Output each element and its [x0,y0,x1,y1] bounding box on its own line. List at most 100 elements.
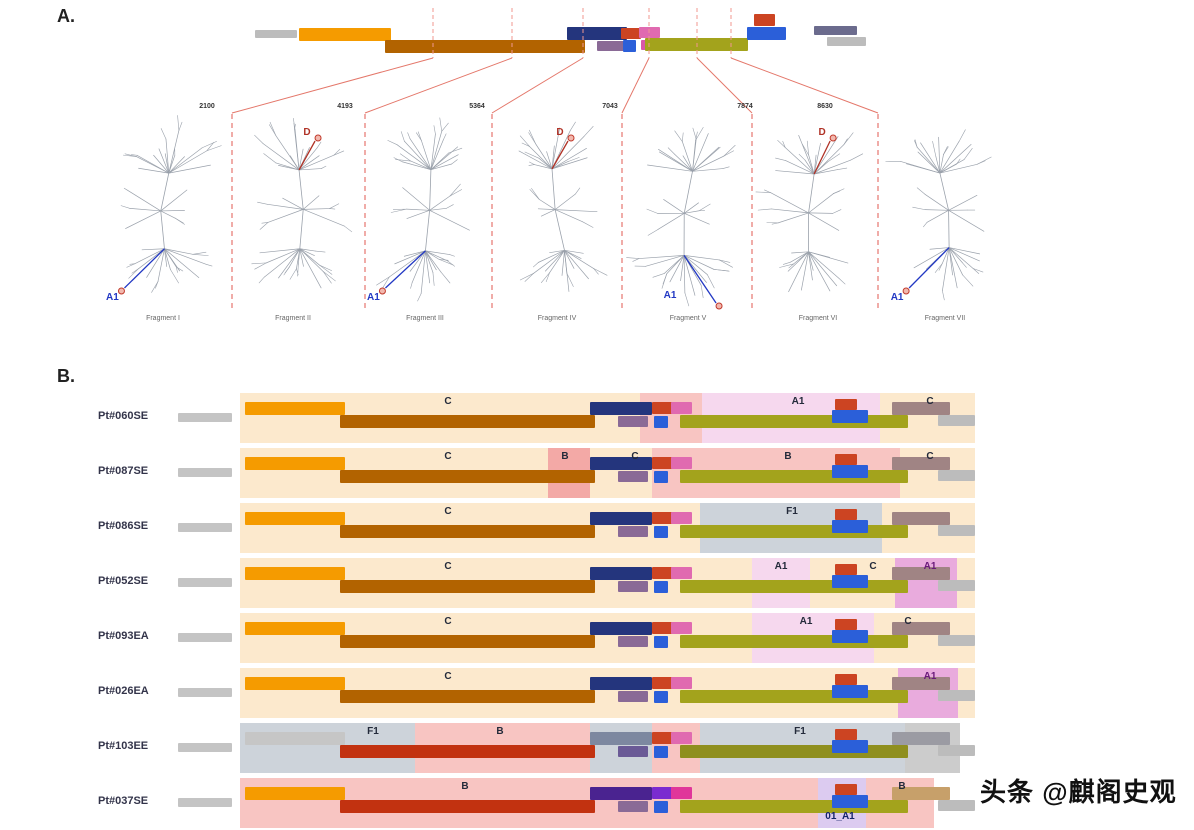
region-label: B [461,781,469,792]
genome-segment [671,512,692,524]
genome-map-segment [299,28,391,41]
leader-bar [178,468,232,477]
genome-segment [618,416,648,427]
genome-segment [680,690,908,703]
region-label: 01_A1 [825,811,855,822]
genome-segment [938,525,975,536]
tree-annotation-label: D [819,127,826,138]
recombination-row: Pt#026EA C A1 [0,668,1194,718]
genome-segment [654,636,668,648]
genome-bar: C A1 [240,668,975,718]
genome-segment [892,402,950,415]
genome-segment [938,635,975,646]
genome-segment [590,512,652,525]
genome-bar: B 01_A1 B [240,778,975,828]
query-strain-marker [902,287,910,295]
region-label: A1 [923,671,937,682]
genome-segment [590,457,652,470]
phylo-tree-fragment-i: A1 Fragment I [106,115,222,322]
genome-segment [340,690,595,703]
map-position-label: 4193 [337,103,353,110]
leader-bar [178,413,232,422]
fragment-label: Fragment II [275,315,311,322]
genome-map-segment [597,41,624,51]
region-label: F1 [786,506,798,517]
genome-segment [245,402,345,415]
genome-segment [340,800,595,813]
fragment-label: Fragment VII [925,315,966,322]
genome-bar: C A1 C [240,393,975,443]
panel-b-label: B. [57,366,75,386]
panel-a-figure: 2100 4193 5364 7043 7874 8630 A1 Fragment I D Fra… [106,8,992,322]
phylo-tree-fragment-iv: D Fragment IV [518,121,608,322]
phylo-tree-fragment-vi: D Fragment VI [755,127,864,322]
map-position-label: 5364 [469,103,485,110]
genome-segment [245,512,345,525]
recombination-row: Pt#086SE C F1 [0,503,1194,553]
region-label: C [444,561,452,572]
genome-segment [652,677,672,689]
genome-segment [671,402,692,414]
region-label: C [869,561,877,572]
genome-segment [832,685,868,698]
leader-bar [178,688,232,697]
fragment-label: Fragment V [670,315,707,322]
genome-map-segment [754,14,775,26]
genome-segment [892,787,950,800]
genome-segment [938,470,975,481]
tree-annotation-label: A1 [664,290,677,301]
region-label: B [496,726,504,737]
genome-segment [671,567,692,579]
region-label: C [444,616,452,627]
leader-bar [178,798,232,807]
genome-segment [245,567,345,580]
tree-annotation-label: A1 [367,292,380,303]
genome-segment [892,512,950,525]
genome-segment [938,690,975,701]
region-label: C [904,616,912,627]
query-strain-marker [567,134,575,142]
genome-segment [892,457,950,470]
genome-segment [835,399,857,410]
genome-segment [680,415,908,428]
region-label: C [444,671,452,682]
region-label: A1 [799,616,813,627]
phylo-tree-fragment-v: A1 Fragment V [626,127,736,322]
fragment-label: Fragment III [406,315,444,322]
genome-segment [680,635,908,648]
genome-bar: C A1 C [240,613,975,663]
genome-segment [652,732,672,744]
genome-segment [835,509,857,520]
map-position-label: 7874 [737,103,753,110]
genome-bar: C A1 C A1 [240,558,975,608]
genome-map-segment [747,27,786,40]
map-connector-line [491,57,584,114]
genome-segment [618,526,648,537]
genome-segment [671,622,692,634]
leader-bar [178,633,232,642]
genome-map-segment [623,40,636,52]
region-label: B [898,781,906,792]
genome-segment [652,402,672,414]
tree-annotation-label: D [303,127,310,138]
phylo-tree-fragment-vii: A1 Fragment VII [885,129,992,322]
genome-segment [835,454,857,465]
region-label: F1 [794,726,806,737]
genome-segment [618,581,648,592]
genome-segment [832,795,868,808]
genome-segment [680,800,908,813]
recombination-row: Pt#052SE C A1 C A1 [0,558,1194,608]
genome-map-segment [567,27,627,40]
genome-segment [938,580,975,591]
recombination-row: Pt#037SE B 01_A1 B [0,778,1194,828]
tree-annotation-label: D [556,127,563,138]
tree-annotation-label: A1 [106,292,119,303]
genome-segment [652,512,672,524]
genome-segment [245,677,345,690]
genome-segment [340,470,595,483]
genome-segment [590,732,652,745]
sample-label: Pt#037SE [98,795,149,807]
sample-label: Pt#103EE [98,740,149,752]
genome-segment [832,630,868,643]
